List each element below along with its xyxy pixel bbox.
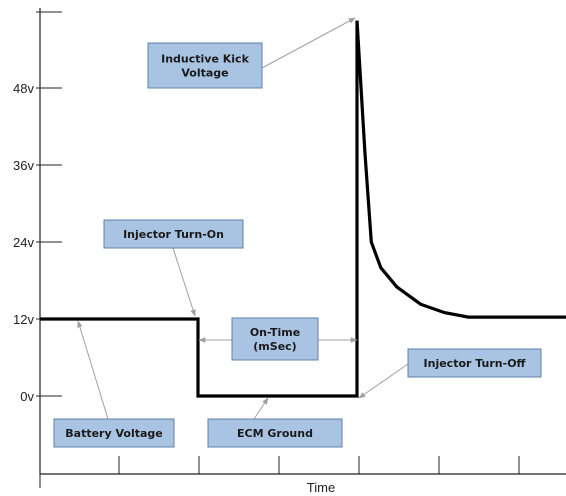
callout-box [207, 418, 343, 448]
callout-on-time: On-Time(mSec) [198, 317, 358, 361]
y-tick-label: 12v [13, 312, 34, 327]
callout-injector-turn-off: Injector Turn-Off [358, 348, 542, 399]
y-tick-label: 48v [13, 81, 34, 96]
leader-arrow [261, 17, 356, 69]
callout-label: Injector Turn-Off [424, 357, 526, 370]
callout-box [407, 348, 542, 378]
leader-arrow [172, 247, 196, 317]
leader-arrow [253, 397, 269, 420]
callout-label: On-Time [250, 326, 300, 339]
callout-label: Injector Turn-On [123, 228, 224, 241]
callout-battery-voltage: Battery Voltage [53, 320, 175, 448]
callout-label: Battery Voltage [65, 427, 162, 440]
callout-box [147, 42, 263, 89]
y-tick-label: 36v [13, 158, 34, 173]
callout-box [231, 317, 319, 361]
callout-injector-turn-on: Injector Turn-On [103, 219, 244, 317]
y-tick-label: 24v [13, 235, 34, 250]
leader-arrow [358, 363, 409, 399]
callout-box [103, 219, 244, 249]
x-axis-title: Time [307, 480, 335, 495]
callout-label: (mSec) [253, 340, 296, 353]
leader-arrow [77, 320, 109, 420]
y-tick-label: 0v [20, 389, 34, 404]
voltage-waveform [40, 20, 566, 398]
callout-label: ECM Ground [237, 427, 313, 440]
callout-label: Inductive Kick [161, 53, 249, 66]
callout-box [53, 418, 175, 448]
callout-ecm-ground: ECM Ground [207, 397, 343, 448]
callout-label: Voltage [181, 67, 228, 80]
